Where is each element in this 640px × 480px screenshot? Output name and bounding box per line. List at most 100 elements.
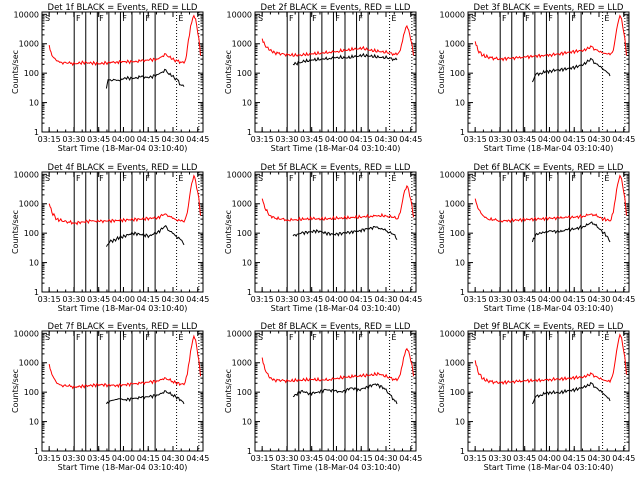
y-tick-label: 100 [450, 69, 465, 78]
events-series-line [105, 224, 185, 247]
y-tick-label: 1000 [232, 200, 252, 209]
events-series-line [531, 57, 611, 83]
x-tick-label: 03:45 [300, 135, 323, 144]
y-tick-label: 10 [29, 418, 39, 427]
x-tick-label: 04:30 [587, 454, 610, 463]
detector-panel: Det 4f BLACK = Events, RED = LLD 1 10 100 10… [11, 163, 209, 313]
x-tick-label: 03:15 [38, 295, 61, 304]
y-tick-label: 100 [237, 229, 252, 238]
x-tick-label: 04:45 [612, 295, 635, 304]
x-tick-label: 03:15 [464, 135, 487, 144]
lld-series-line [261, 347, 414, 384]
segment-label: F [122, 174, 127, 183]
segment-label: F [358, 333, 363, 342]
x-tick-label: 04:15 [137, 135, 160, 144]
y-tick-label: 100 [24, 388, 39, 397]
x-tick-label: 04:45 [399, 135, 422, 144]
segment-label: E [391, 14, 396, 23]
detector-panel: Det 6f BLACK = Events, RED = LLD 1 10 100 10… [437, 163, 635, 313]
x-tick-label: 04:45 [612, 135, 635, 144]
detector-panel: Det 8f BLACK = Events, RED = LLD 1 10 100 10… [224, 322, 422, 472]
x-axis-label: Start Time (18-Mar-04 03:10:40) [484, 304, 614, 313]
y-tick-label: 1000 [232, 40, 252, 49]
x-tick-label: 04:30 [161, 295, 184, 304]
x-axis-label: Start Time (18-Mar-04 03:10:40) [484, 463, 614, 472]
y-tick-label: 100 [450, 388, 465, 397]
y-tick-label: 100 [237, 388, 252, 397]
events-series-line [105, 68, 185, 89]
segment-label: F [122, 333, 127, 342]
x-tick-label: 03:15 [38, 135, 61, 144]
y-tick-label: 1 [34, 128, 39, 137]
segment-label: F [525, 174, 530, 183]
x-axis-label: Start Time (18-Mar-04 03:10:40) [58, 144, 188, 153]
y-tick-label: 100 [24, 69, 39, 78]
y-tick-label: 1 [247, 128, 252, 137]
y-axis-label: Counts/sec [11, 210, 20, 254]
segment-label: F [76, 174, 81, 183]
y-tick-label: 1 [460, 288, 465, 297]
x-tick-label: 03:45 [87, 135, 110, 144]
events-series-line [531, 381, 611, 405]
x-tick-label: 03:15 [251, 135, 274, 144]
segment-label: F [502, 333, 507, 342]
segment-label: F [312, 333, 317, 342]
x-tick-label: 03:45 [300, 454, 323, 463]
panel-title: Det 7f BLACK = Events, RED = LLD [48, 322, 198, 332]
y-tick-label: 10 [242, 418, 252, 427]
y-tick-label: 10 [242, 99, 252, 108]
panel-title: Det 6f BLACK = Events, RED = LLD [474, 163, 624, 173]
x-tick-label: 03:15 [464, 454, 487, 463]
y-tick-label: 1 [247, 288, 252, 297]
plot-frame [254, 330, 417, 452]
y-tick-label: 1000 [19, 359, 39, 368]
y-tick-label: 1000 [445, 359, 465, 368]
lld-series-line [474, 14, 627, 62]
segment-label: E [604, 14, 609, 23]
segment-label: E [178, 14, 183, 23]
events-series-line [292, 225, 398, 240]
segment-label: F [145, 14, 150, 23]
panel-title: Det 5f BLACK = Events, RED = LLD [261, 163, 411, 173]
events-series-line [292, 52, 398, 66]
x-tick-label: 04:00 [538, 454, 561, 463]
x-tick-label: 04:15 [137, 454, 160, 463]
y-tick-label: 100 [450, 229, 465, 238]
x-tick-label: 03:30 [275, 454, 298, 463]
x-tick-label: 03:45 [513, 454, 536, 463]
x-tick-label: 03:30 [62, 454, 85, 463]
plot-frame [254, 11, 417, 133]
events-series-line [531, 221, 611, 243]
segment-label: F [289, 174, 294, 183]
x-tick-label: 04:00 [538, 135, 561, 144]
segment-label: F [145, 174, 150, 183]
x-tick-label: 03:45 [513, 295, 536, 304]
x-tick-label: 04:00 [538, 295, 561, 304]
y-tick-label: 10000 [440, 170, 465, 179]
x-tick-label: 03:15 [251, 454, 274, 463]
events-series-line [105, 390, 185, 405]
x-axis-label: Start Time (18-Mar-04 03:10:40) [271, 463, 401, 472]
x-tick-label: 04:45 [186, 454, 209, 463]
panel-title: Det 9f BLACK = Events, RED = LLD [474, 322, 624, 332]
x-tick-label: 03:30 [488, 454, 511, 463]
y-axis-label: Counts/sec [224, 210, 233, 254]
segment-label: S [258, 174, 263, 183]
x-tick-label: 04:15 [350, 135, 373, 144]
lld-series-line [261, 185, 414, 222]
segment-label: F [99, 14, 104, 23]
segment-label: F [358, 174, 363, 183]
x-tick-label: 04:45 [186, 135, 209, 144]
y-tick-label: 1000 [445, 200, 465, 209]
segment-label: F [502, 174, 507, 183]
segment-label: E [604, 333, 609, 342]
detector-panel: Det 9f BLACK = Events, RED = LLD 1 10 100 10… [437, 322, 635, 472]
x-tick-label: 03:30 [488, 135, 511, 144]
y-tick-label: 10 [29, 259, 39, 268]
segment-label: S [258, 14, 263, 23]
x-tick-label: 03:15 [464, 295, 487, 304]
x-tick-label: 03:30 [275, 295, 298, 304]
x-tick-label: 04:15 [350, 295, 373, 304]
x-tick-label: 03:30 [62, 295, 85, 304]
y-tick-label: 1 [460, 128, 465, 137]
